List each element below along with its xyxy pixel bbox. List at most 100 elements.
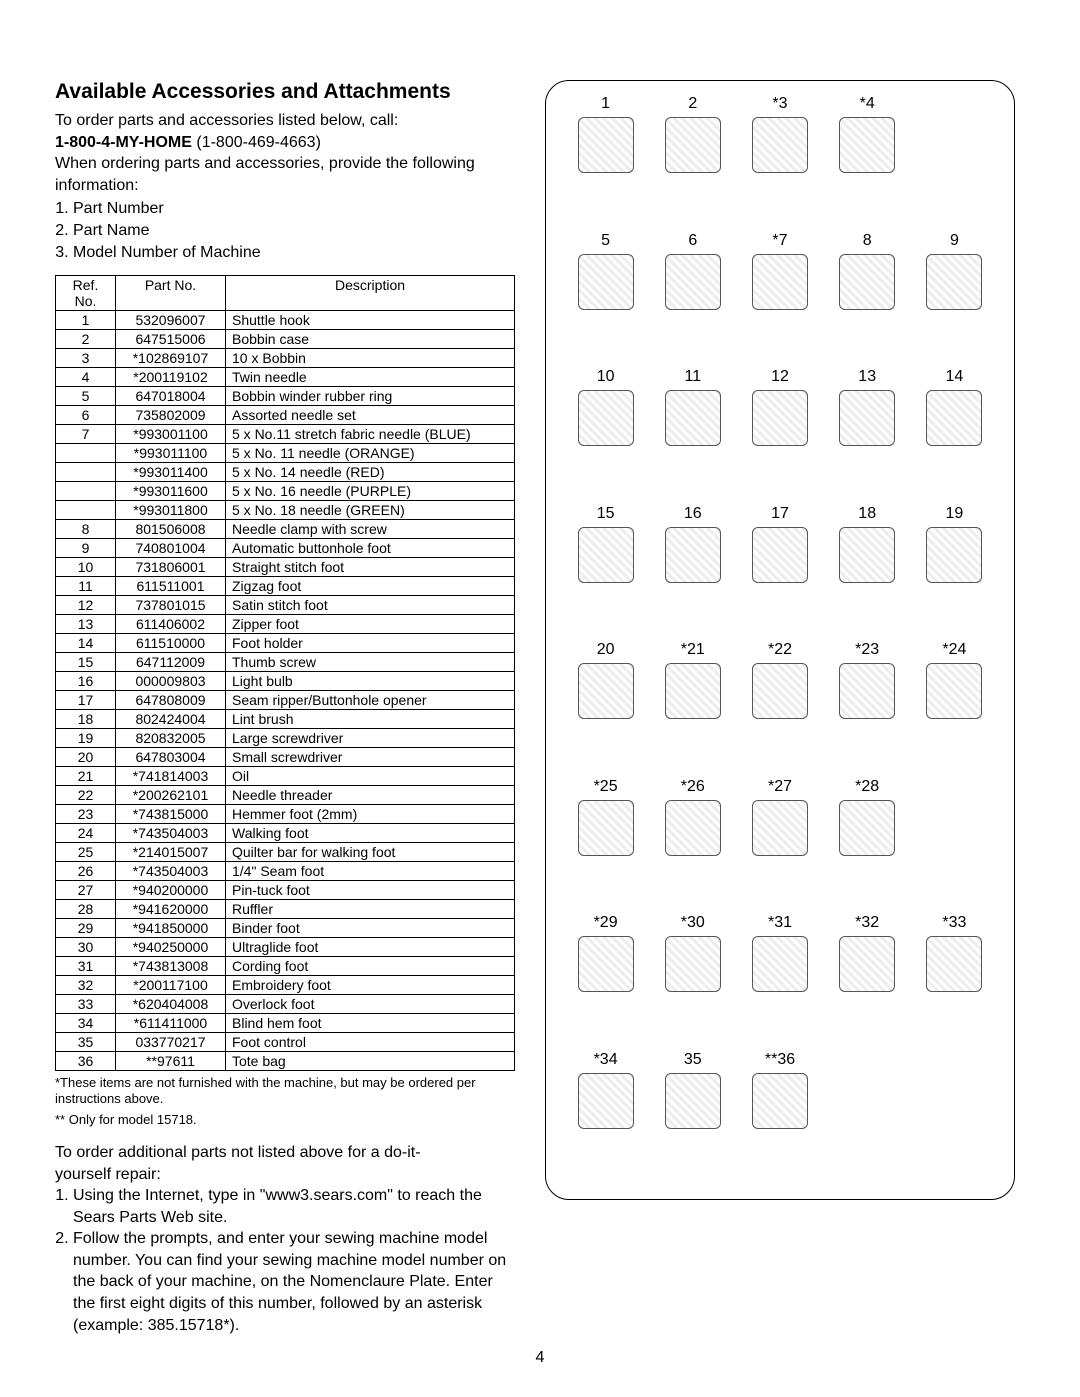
cell-partno: 731806001	[116, 558, 226, 577]
order-more-li-2: Follow the prompts, and enter your sewin…	[73, 1228, 515, 1336]
cell-partno: *743813008	[116, 957, 226, 976]
footnote-2: ** Only for model 15718.	[55, 1112, 515, 1128]
cell-partno: 000009803	[116, 672, 226, 691]
diagram-label: 20	[597, 641, 615, 659]
cell-ref: 22	[56, 786, 116, 805]
diagram-label: 16	[684, 505, 702, 523]
diagram-label: 10	[597, 368, 615, 386]
intro-line-2a: When ordering parts and accessories, pro…	[55, 153, 515, 175]
cell-ref: 19	[56, 729, 116, 748]
page-title: Available Accessories and Attachments	[55, 80, 515, 104]
diagram-cell: *3	[740, 95, 819, 224]
diagram-label: 1	[601, 95, 610, 113]
diagram-cell: *26	[653, 778, 732, 907]
cell-desc: Straight stitch foot	[226, 558, 515, 577]
diagram-illustration	[665, 527, 721, 583]
table-row: *9930118005 x No. 18 needle (GREEN)	[56, 501, 515, 520]
diagram-cell: 19	[915, 505, 994, 634]
diagram-cell: *29	[566, 914, 645, 1043]
cell-partno: 611511001	[116, 577, 226, 596]
diagram-label: *21	[681, 641, 705, 659]
diagram-cell	[915, 778, 994, 907]
table-row: *9930116005 x No. 16 needle (PURPLE)	[56, 482, 515, 501]
table-row: 15647112009Thumb screw	[56, 653, 515, 672]
cell-ref: 14	[56, 634, 116, 653]
phone-paren: (1-800-469-4663)	[192, 134, 321, 151]
diagram-label: **36	[765, 1051, 795, 1069]
diagram-illustration	[578, 936, 634, 992]
diagram-illustration	[665, 663, 721, 719]
diagram-label: *32	[855, 914, 879, 932]
cell-desc: Zipper foot	[226, 615, 515, 634]
diagram-illustration	[752, 254, 808, 310]
diagram-illustration	[839, 663, 895, 719]
diagram-cell: 20	[566, 641, 645, 770]
th-pn: Part No.	[116, 276, 226, 311]
diagram-illustration	[752, 117, 808, 173]
cell-partno: *993011100	[116, 444, 226, 463]
diagram-cell: *4	[828, 95, 907, 224]
diagram-illustration	[578, 254, 634, 310]
cell-partno: *200262101	[116, 786, 226, 805]
cell-ref	[56, 444, 116, 463]
diagram-label: 18	[858, 505, 876, 523]
table-row: 29*941850000Binder foot	[56, 919, 515, 938]
cell-ref: 28	[56, 900, 116, 919]
cell-ref	[56, 501, 116, 520]
diagram-cell	[915, 95, 994, 224]
cell-ref: 17	[56, 691, 116, 710]
parts-table: Ref. No. Part No. Description 1532096007…	[55, 275, 515, 1071]
diagram-illustration	[926, 254, 982, 310]
table-row: 1532096007Shuttle hook	[56, 311, 515, 330]
cell-ref: 9	[56, 539, 116, 558]
diagram-label: *27	[768, 778, 792, 796]
cell-desc: Bobbin case	[226, 330, 515, 349]
cell-desc: Light bulb	[226, 672, 515, 691]
diagram-cell: 17	[740, 505, 819, 634]
diagram-label: *23	[855, 641, 879, 659]
diagram-label: *3	[772, 95, 787, 113]
intro-block: To order parts and accessories listed be…	[55, 110, 515, 263]
cell-partno: *743815000	[116, 805, 226, 824]
cell-partno: 532096007	[116, 311, 226, 330]
diagram-label: 17	[771, 505, 789, 523]
cell-ref: 2	[56, 330, 116, 349]
cell-partno: 647515006	[116, 330, 226, 349]
cell-desc: Walking foot	[226, 824, 515, 843]
diagram-illustration	[839, 800, 895, 856]
cell-partno: *620404008	[116, 995, 226, 1014]
phone-bold: 1-800-4-MY-HOME	[55, 134, 192, 151]
table-row: 36**97611Tote bag	[56, 1052, 515, 1071]
cell-partno: 802424004	[116, 710, 226, 729]
table-row: 20647803004Small screwdriver	[56, 748, 515, 767]
cell-desc: Shuttle hook	[226, 311, 515, 330]
cell-partno: 647112009	[116, 653, 226, 672]
cell-desc: Large screwdriver	[226, 729, 515, 748]
cell-ref: 10	[56, 558, 116, 577]
cell-desc: Pin-tuck foot	[226, 881, 515, 900]
diagram-illustration	[578, 390, 634, 446]
cell-ref: 30	[56, 938, 116, 957]
cell-partno: *941850000	[116, 919, 226, 938]
cell-ref: 27	[56, 881, 116, 900]
cell-ref: 18	[56, 710, 116, 729]
cell-partno: *940250000	[116, 938, 226, 957]
cell-desc: Zigzag foot	[226, 577, 515, 596]
diagram-illustration	[665, 254, 721, 310]
diagram-illustration	[578, 800, 634, 856]
cell-partno: 033770217	[116, 1033, 226, 1052]
cell-desc: Bobbin winder rubber ring	[226, 387, 515, 406]
diagram-cell: 16	[653, 505, 732, 634]
diagram-cell: *23	[828, 641, 907, 770]
diagram-label: 15	[597, 505, 615, 523]
table-row: 24*743504003Walking foot	[56, 824, 515, 843]
diagram-label: *30	[681, 914, 705, 932]
cell-partno: 611406002	[116, 615, 226, 634]
diagram-label: 11	[684, 368, 701, 386]
diagram-label: *29	[594, 914, 618, 932]
cell-partno: *200119102	[116, 368, 226, 387]
diagram-cell	[915, 1051, 994, 1180]
cell-ref: 33	[56, 995, 116, 1014]
cell-desc: Hemmer foot (2mm)	[226, 805, 515, 824]
cell-ref: 6	[56, 406, 116, 425]
